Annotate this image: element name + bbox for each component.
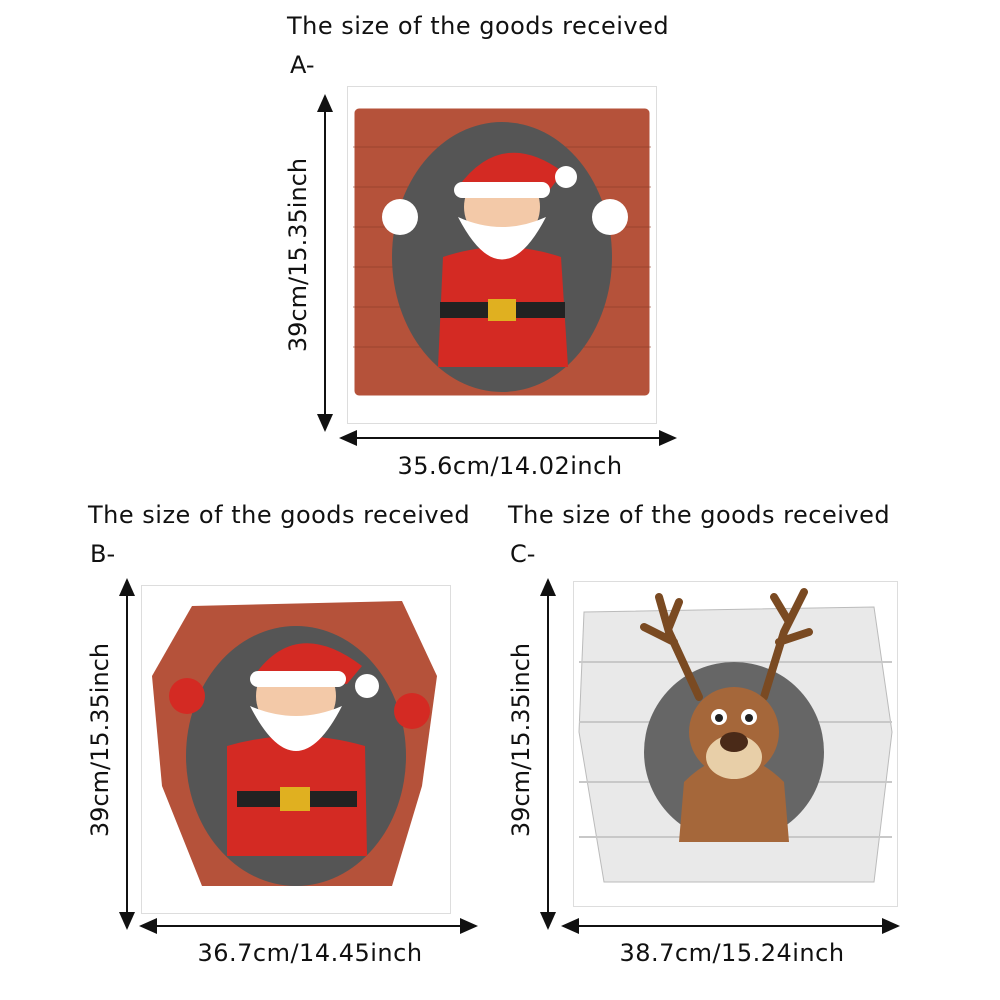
panel-a-height-label: 39cm/15.35inch [284,157,312,353]
panel-c-letter: C- [510,540,536,568]
panel-a-width-label: 35.6cm/14.02inch [397,452,623,480]
panel-b-title: The size of the goods received [88,501,471,529]
panel-c-reindeer-sticker [573,581,898,907]
reindeer-figure [640,588,813,701]
panel-c-title: The size of the goods received [508,501,891,529]
panel-b-letter: B- [90,540,116,568]
santa-figure [382,152,628,367]
panel-b-santa-sticker [141,585,451,914]
panel-b-height-label: 39cm/15.35inch [86,642,114,838]
panel-c-width-label: 38.7cm/15.24inch [619,939,845,967]
panel-b-width-label: 36.7cm/14.45inch [197,939,423,967]
panel-a-santa-sticker [347,86,657,424]
panel-a-title: The size of the goods received [287,12,670,40]
panel-c-height-label: 39cm/15.35inch [507,642,535,838]
panel-a-letter: A- [290,51,315,79]
